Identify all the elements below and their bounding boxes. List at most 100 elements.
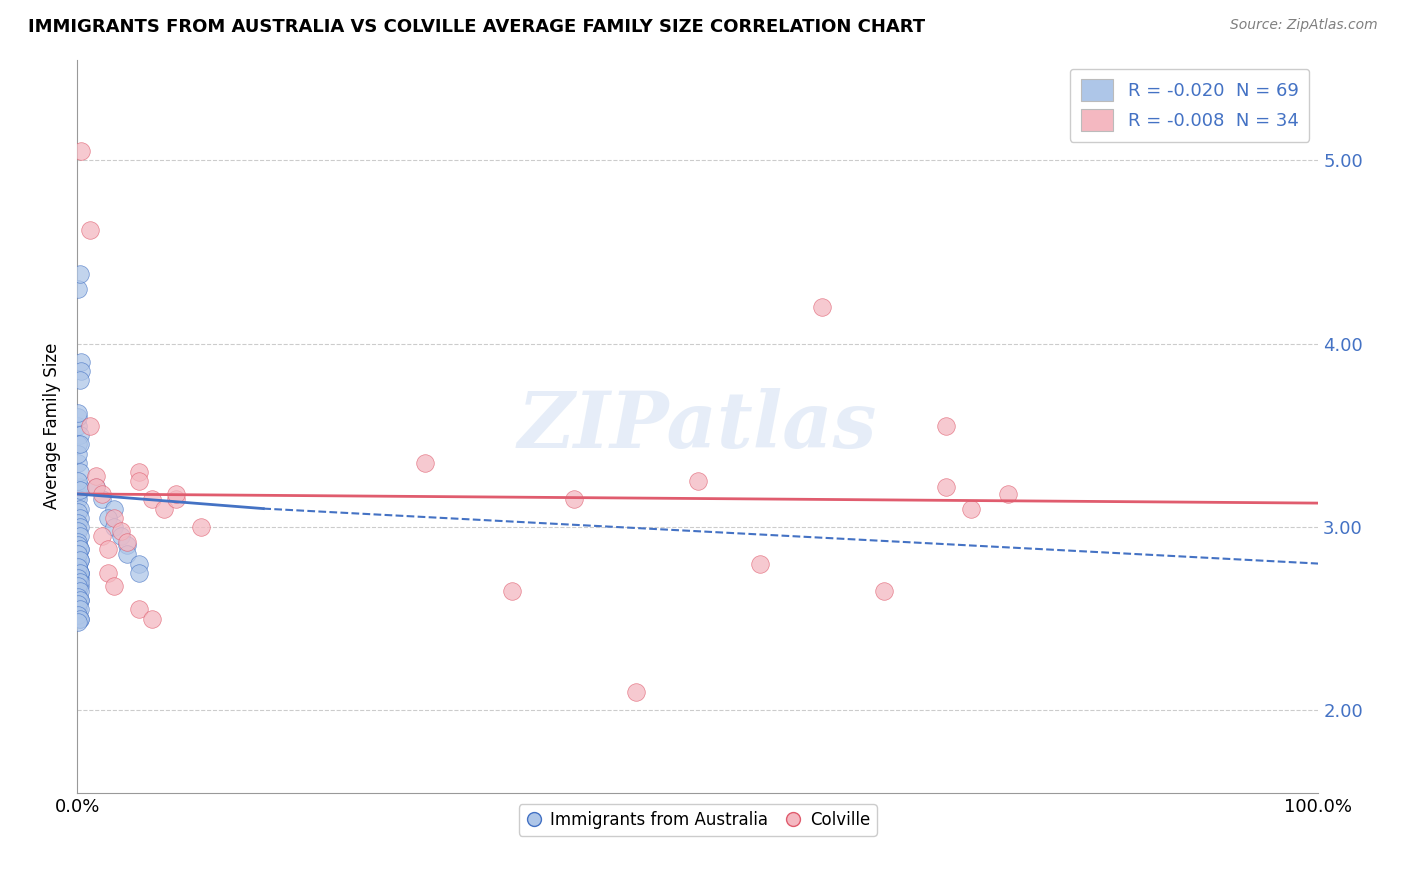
Point (67, 557, 90, 571)
Point (69, 553, 91, 567)
Point (67, 548, 90, 562)
Point (84, 480, 107, 494)
Point (67, 574, 90, 589)
Point (69, 480, 91, 494)
Point (69, 566, 91, 580)
Point (69, 510, 91, 524)
Point (69, 520, 91, 534)
Point (97, 510, 120, 524)
Point (103, 578, 125, 592)
Point (69, 574, 91, 589)
Point (67, 409, 90, 424)
Point (69, 145, 91, 159)
Legend: Immigrants from Australia, Colville: Immigrants from Australia, Colville (519, 805, 877, 836)
Point (935, 419, 957, 434)
Point (69, 541, 91, 556)
Point (67, 597, 90, 611)
Point (128, 465, 150, 479)
Point (79, 419, 101, 434)
Point (67, 607, 90, 622)
Point (128, 474, 150, 488)
Point (69, 483, 91, 498)
Point (624, 685, 647, 699)
Point (997, 487, 1019, 501)
Point (810, 300, 832, 314)
Y-axis label: Average Family Size: Average Family Size (44, 343, 60, 509)
Point (128, 566, 150, 580)
Point (128, 557, 150, 571)
Point (67, 538, 90, 552)
Point (748, 557, 770, 571)
Point (110, 524, 132, 538)
Point (562, 492, 585, 507)
Point (67, 456, 90, 470)
Point (67, 602, 90, 616)
Point (69, 571, 91, 585)
Point (141, 611, 163, 625)
Point (103, 501, 125, 516)
Point (84, 468, 107, 483)
Point (67, 578, 90, 592)
Point (67, 560, 90, 574)
Point (69, 541, 91, 556)
Point (67, 534, 90, 549)
Point (115, 548, 138, 562)
Point (69, 373, 91, 387)
Point (103, 510, 125, 524)
Point (686, 474, 709, 488)
Point (67, 516, 90, 531)
Point (67, 419, 90, 434)
Point (67, 524, 90, 538)
Point (69, 465, 91, 479)
Point (141, 492, 163, 507)
Point (69, 428, 91, 442)
Point (67, 447, 90, 461)
Point (67, 584, 90, 599)
Point (67, 492, 90, 507)
Point (67, 505, 90, 519)
Point (128, 602, 150, 616)
Point (69, 593, 91, 607)
Point (67, 474, 90, 488)
Point (69, 437, 91, 451)
Text: IMMIGRANTS FROM AUSTRALIA VS COLVILLE AVERAGE FAMILY SIZE CORRELATION CHART: IMMIGRANTS FROM AUSTRALIA VS COLVILLE AV… (28, 18, 925, 36)
Point (69, 611, 91, 625)
Point (165, 487, 187, 501)
Point (115, 534, 138, 549)
Point (69, 578, 91, 592)
Point (413, 456, 436, 470)
Point (69, 529, 91, 543)
Point (501, 584, 523, 599)
Point (67, 282, 90, 296)
Point (67, 615, 90, 630)
Point (69, 364, 91, 378)
Point (69, 355, 91, 369)
Point (67, 437, 90, 451)
Point (69, 566, 91, 580)
Point (103, 520, 125, 534)
Point (67, 548, 90, 562)
Point (67, 578, 90, 592)
Point (69, 611, 91, 625)
Point (90, 492, 112, 507)
Point (190, 520, 212, 534)
Point (115, 538, 138, 552)
Point (873, 584, 896, 599)
Point (67, 571, 90, 585)
Point (153, 501, 176, 516)
Point (79, 223, 101, 237)
Point (67, 406, 90, 420)
Point (165, 492, 187, 507)
Point (935, 480, 957, 494)
Point (97, 541, 120, 556)
Point (67, 590, 90, 604)
Point (90, 529, 112, 543)
Point (959, 501, 981, 516)
Text: ZIPatlas: ZIPatlas (517, 388, 877, 465)
Text: Source: ZipAtlas.com: Source: ZipAtlas.com (1230, 18, 1378, 32)
Point (69, 501, 91, 516)
Point (110, 529, 132, 543)
Point (69, 602, 91, 616)
Point (69, 593, 91, 607)
Point (69, 566, 91, 580)
